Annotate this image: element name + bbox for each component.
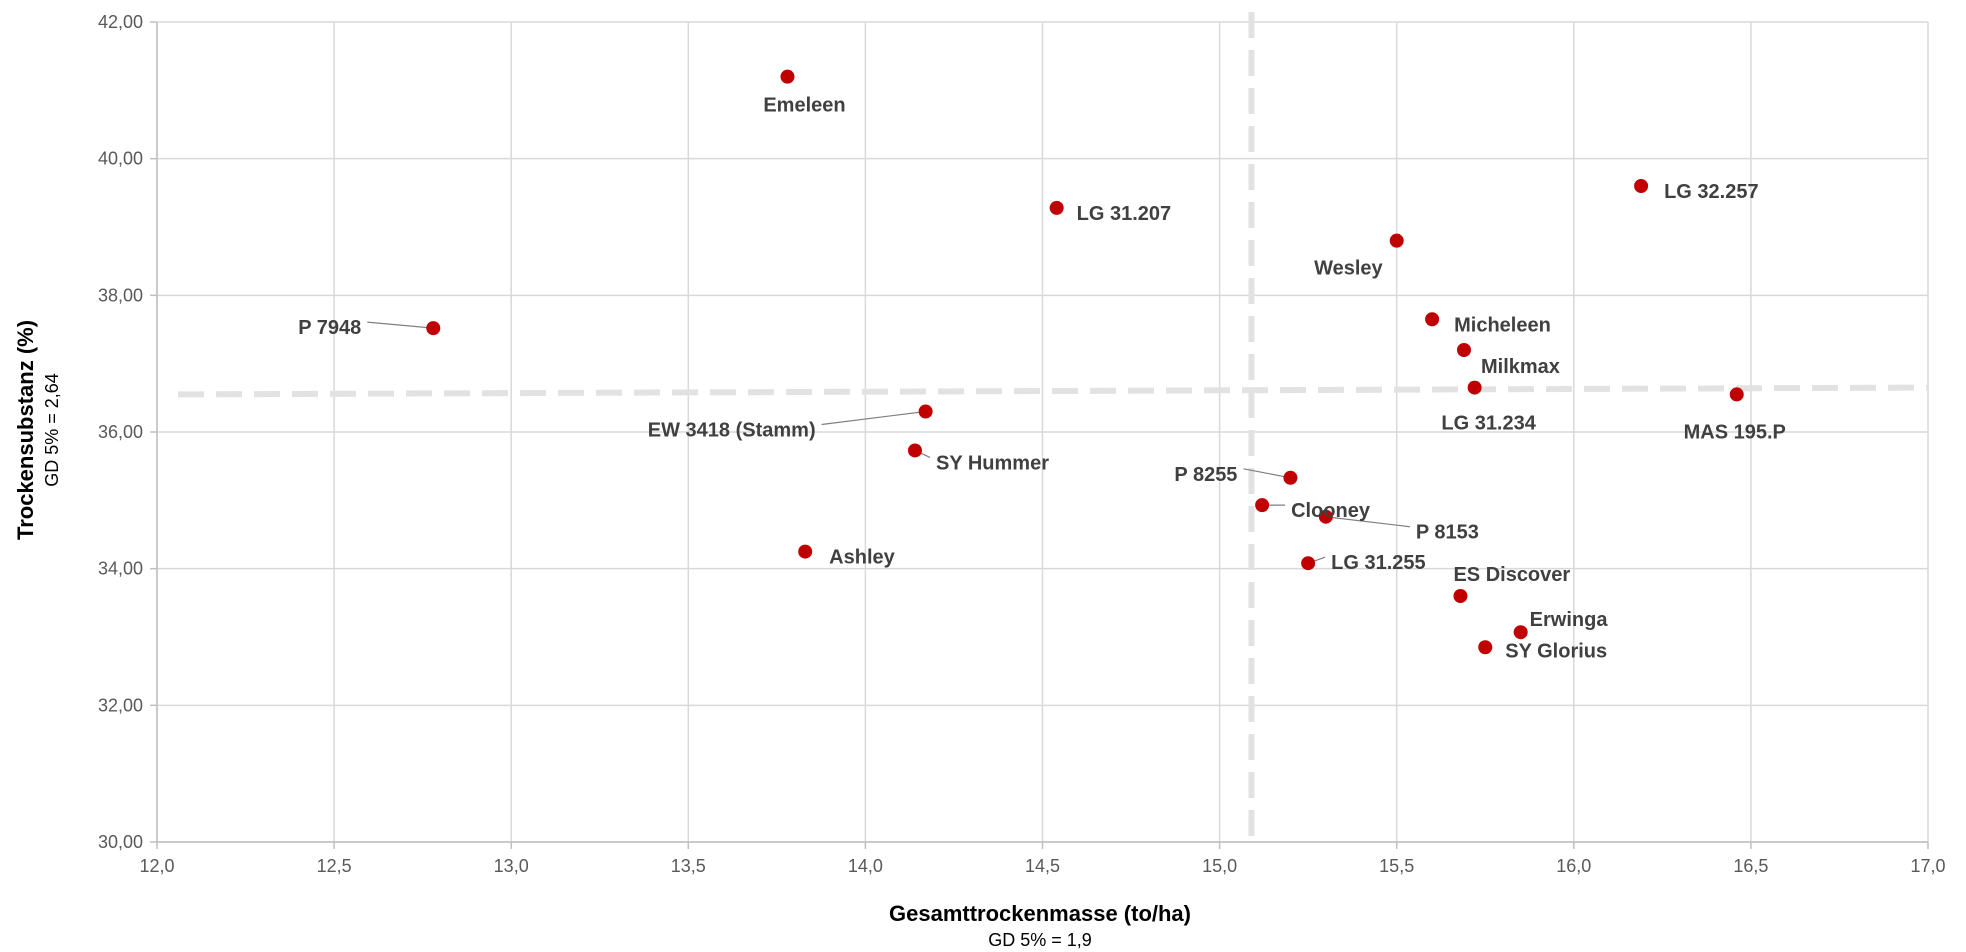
- data-label: P 8153: [1416, 522, 1479, 544]
- data-point: [907, 443, 922, 458]
- data-point: [780, 69, 795, 84]
- x-tick-label: 12,5: [317, 856, 352, 876]
- data-point: [1255, 498, 1270, 513]
- data-point: [1478, 640, 1493, 655]
- data-label: Erwinga: [1530, 609, 1609, 631]
- data-point: [1729, 387, 1744, 402]
- data-point: [1513, 625, 1528, 640]
- data-point: [1456, 343, 1471, 357]
- data-point: [1318, 509, 1333, 524]
- data-point: [1425, 312, 1440, 327]
- y-tick-label: 32,00: [98, 695, 143, 715]
- data-label: LG 31.255: [1331, 552, 1426, 574]
- data-point: [1389, 233, 1404, 248]
- data-point: [426, 321, 441, 336]
- data-label: Clooney: [1291, 500, 1371, 522]
- data-label: P 7948: [298, 317, 361, 339]
- data-label: Ashley: [829, 547, 895, 569]
- x-axis-title: Gesamttrockenmasse (to/ha): [889, 901, 1191, 926]
- data-point: [798, 544, 813, 559]
- x-tick-labels: 12,0 12,5 13,0 13,5 14,0 14,5 15,0 15,5 16,0 16,5…: [139, 856, 1945, 876]
- data-point: [1301, 556, 1316, 571]
- y-tick-label: 42,00: [98, 12, 143, 32]
- data-label: Micheleen: [1454, 314, 1551, 336]
- data-point: [918, 404, 933, 419]
- y-tick-label: 34,00: [98, 559, 143, 579]
- x-axis-note: GD 5% = 1,9: [988, 930, 1092, 950]
- reference-lines: [177, 12, 1929, 842]
- y-tick-label: 38,00: [98, 285, 143, 305]
- data-label: LG 31.207: [1077, 203, 1172, 225]
- data-label: Emeleen: [763, 95, 845, 117]
- y-tick-labels: 30,00 32,00 34,00 36,00 38,00 40,00 42,00: [98, 12, 143, 852]
- y-tick-label: 40,00: [98, 149, 143, 169]
- label-leader-line: [367, 321, 434, 329]
- x-tick-label: 13,0: [494, 856, 529, 876]
- x-tick-label: 15,0: [1202, 856, 1237, 876]
- label-leader-line: [1243, 468, 1291, 479]
- grid-lines: [156, 21, 1929, 843]
- data-label: EW 3418 (Stamm): [648, 420, 816, 442]
- axes: [150, 21, 1929, 849]
- y-axis-title: Trockensubstanz (%): [13, 320, 38, 540]
- x-tick-label: 13,5: [671, 856, 706, 876]
- data-label: LG 31.234: [1441, 413, 1536, 435]
- data-label: P 8255: [1174, 464, 1237, 486]
- data-point: [1049, 200, 1064, 215]
- y-axis-note: GD 5% = 2,64: [42, 373, 62, 487]
- data-label: SY Hummer: [936, 452, 1049, 474]
- label-leader-line: [821, 410, 926, 426]
- x-tick-label: 14,0: [848, 856, 883, 876]
- y-tick-label: 36,00: [98, 422, 143, 442]
- data-labels: Emeleen LG 31.207 LG 32.257 Wesley P 7948 Mic…: [298, 95, 1786, 663]
- data-point: [1467, 380, 1482, 395]
- data-point: [1283, 470, 1298, 485]
- x-tick-label: 16,0: [1556, 856, 1591, 876]
- y-tick-label: 30,00: [98, 832, 143, 852]
- x-tick-label: 14,5: [1025, 856, 1060, 876]
- data-label: LG 32.257: [1664, 181, 1759, 203]
- data-label: SY Glorius: [1505, 640, 1607, 662]
- x-tick-label: 16,5: [1733, 856, 1768, 876]
- data-points: [426, 69, 1744, 655]
- label-leader-line: [1325, 516, 1410, 528]
- data-point: [1453, 589, 1468, 603]
- data-label: Wesley: [1314, 258, 1383, 280]
- data-point: [1634, 179, 1649, 193]
- x-tick-label: 12,0: [139, 856, 174, 876]
- x-tick-label: 15,5: [1379, 856, 1414, 876]
- data-label: ES Discover: [1453, 564, 1570, 586]
- y-reference-line: [177, 384, 1929, 398]
- x-tick-label: 17,0: [1910, 856, 1945, 876]
- data-label: MAS 195.P: [1684, 421, 1786, 443]
- data-label: Milkmax: [1481, 356, 1560, 378]
